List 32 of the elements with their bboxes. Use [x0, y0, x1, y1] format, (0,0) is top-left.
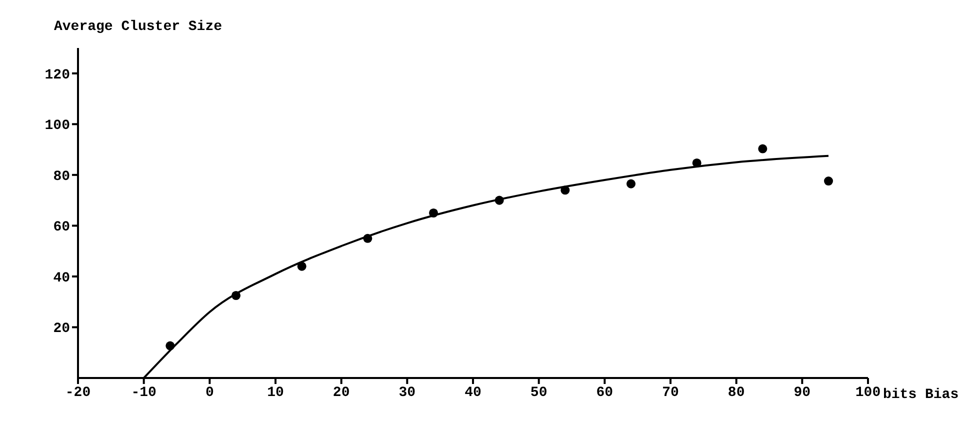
y-tick-label: 40: [53, 270, 70, 286]
x-tick-label: 70: [662, 384, 679, 401]
point: [297, 262, 306, 271]
point: [758, 144, 768, 154]
x-tick-label: 100: [855, 384, 881, 401]
x-axis-title: bits Bias: [883, 386, 959, 403]
x-tick-label: 80: [728, 384, 745, 401]
x-tick-label: 60: [596, 384, 614, 401]
point: [231, 290, 241, 300]
x-tick-label: 30: [398, 384, 416, 401]
x-tick-label: -20: [65, 384, 91, 401]
point: [494, 196, 504, 205]
point: [428, 208, 438, 218]
x-tick-label: 50: [530, 384, 548, 401]
x-tick-label: 40: [464, 384, 482, 401]
point: [692, 158, 702, 168]
x-tick-label: -10: [131, 384, 156, 401]
x-tick-label: 20: [332, 384, 350, 401]
point: [824, 176, 834, 186]
y-axis-title: Average Cluster Size: [54, 19, 222, 35]
y-tick-label: 20: [53, 321, 70, 338]
y-tick-label: 120: [44, 67, 70, 84]
point: [166, 341, 175, 350]
y-tick-label: 80: [53, 168, 70, 185]
point: [560, 186, 570, 195]
x-tick-label: 10: [267, 384, 284, 401]
y-tick-label: 100: [44, 118, 70, 134]
point: [626, 179, 636, 188]
x-tick-label: 90: [794, 384, 811, 401]
x-tick-label: 0: [205, 384, 214, 401]
point: [363, 234, 372, 243]
y-tick-label: 60: [53, 220, 70, 236]
